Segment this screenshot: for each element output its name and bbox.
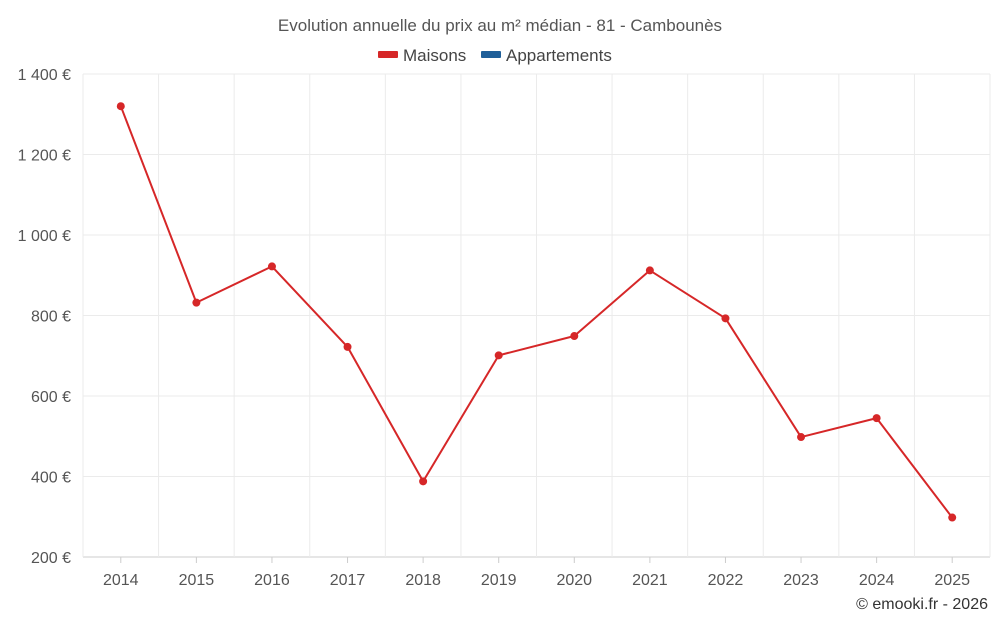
x-tick-label: 2020 (556, 572, 592, 589)
chart-title: Evolution annuelle du prix au m² médian … (278, 16, 722, 35)
x-tick-label: 2022 (708, 572, 744, 589)
legend: Maisons Appartements (378, 46, 612, 65)
x-tick-label: 2024 (859, 572, 895, 589)
data-point[interactable] (948, 513, 957, 522)
data-point[interactable] (267, 262, 276, 271)
legend-swatch-maisons (378, 51, 398, 58)
legend-item-maisons[interactable]: Maisons (378, 46, 466, 65)
data-point[interactable] (116, 102, 125, 111)
data-point[interactable] (872, 414, 881, 423)
y-tick-label: 1 400 € (18, 67, 71, 84)
series-line (119, 105, 954, 519)
x-tick-label: 2017 (330, 572, 366, 589)
x-tick-label: 2014 (103, 572, 139, 589)
legend-item-appartements[interactable]: Appartements (481, 46, 612, 65)
y-tick-label: 600 € (31, 389, 71, 406)
x-tick-label: 2018 (405, 572, 441, 589)
x-tick-label: 2015 (179, 572, 215, 589)
data-point[interactable] (419, 477, 428, 486)
y-tick-label: 800 € (31, 309, 71, 326)
grid (82, 73, 991, 558)
data-point[interactable] (570, 332, 579, 341)
data-point[interactable] (721, 314, 730, 323)
x-axis: 2014 2015 2016 2017 2018 2019 2020 2021 2022 2023… (103, 557, 970, 589)
data-point[interactable] (645, 266, 654, 275)
y-tick-label: 1 000 € (18, 228, 71, 245)
legend-swatch-appartements (481, 51, 501, 58)
data-point[interactable] (343, 342, 352, 351)
x-tick-label: 2023 (783, 572, 819, 589)
legend-label-maisons: Maisons (403, 46, 466, 65)
x-tick-label: 2016 (254, 572, 290, 589)
y-tick-label: 400 € (31, 470, 71, 487)
x-tick-label: 2021 (632, 572, 668, 589)
series-maisons (116, 102, 957, 522)
x-tick-label: 2019 (481, 572, 517, 589)
data-point[interactable] (797, 433, 806, 442)
data-point[interactable] (494, 351, 503, 360)
y-tick-label: 200 € (31, 550, 71, 567)
x-tick-label: 2025 (934, 572, 970, 589)
credit-text: © emooki.fr - 2026 (856, 596, 988, 613)
legend-label-appartements: Appartements (506, 46, 612, 65)
y-axis: 200 € 400 € 600 € 800 € 1 000 € 1 200 € 1 400 … (18, 67, 71, 567)
y-tick-label: 1 200 € (18, 148, 71, 165)
data-point[interactable] (192, 298, 201, 307)
